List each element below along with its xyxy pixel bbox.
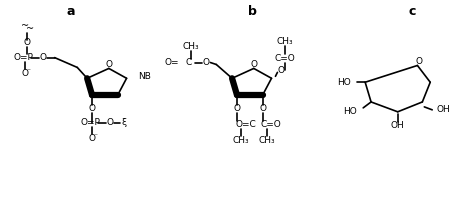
Text: OH: OH [436, 105, 450, 114]
Text: NB: NB [138, 72, 151, 81]
Text: O: O [259, 104, 266, 113]
Text: O: O [105, 60, 112, 69]
Text: O: O [89, 104, 96, 113]
Text: O: O [89, 134, 96, 143]
Text: CH₃: CH₃ [182, 42, 199, 51]
Text: O: O [106, 118, 113, 127]
Text: O: O [24, 38, 30, 47]
Text: O: O [21, 69, 28, 78]
Text: O: O [39, 53, 46, 62]
Text: O=P: O=P [13, 53, 33, 62]
Text: O: O [250, 60, 257, 69]
Text: ~: ~ [26, 24, 34, 34]
Text: HO: HO [337, 78, 351, 87]
Text: O: O [203, 58, 210, 67]
Text: ξ: ξ [122, 118, 127, 127]
Text: OH: OH [391, 121, 405, 130]
Text: CH₃: CH₃ [277, 37, 293, 46]
Text: CH₃: CH₃ [233, 136, 249, 145]
Text: c: c [409, 5, 416, 18]
Text: O: O [416, 57, 423, 66]
Text: ⁻: ⁻ [93, 131, 97, 140]
Text: C: C [185, 58, 192, 67]
Text: b: b [248, 5, 257, 18]
Text: a: a [66, 5, 74, 18]
Text: O: O [278, 66, 285, 75]
Text: O: O [234, 104, 240, 113]
Text: O=C: O=C [235, 120, 256, 129]
Text: C=O: C=O [275, 54, 296, 63]
Text: O=: O= [164, 58, 179, 67]
Text: C=O: C=O [261, 120, 282, 129]
Text: ~: ~ [21, 21, 29, 31]
Text: HO: HO [344, 107, 357, 116]
Text: ⁻: ⁻ [26, 66, 30, 75]
Text: O=P: O=P [80, 118, 100, 127]
Text: CH₃: CH₃ [258, 136, 275, 145]
